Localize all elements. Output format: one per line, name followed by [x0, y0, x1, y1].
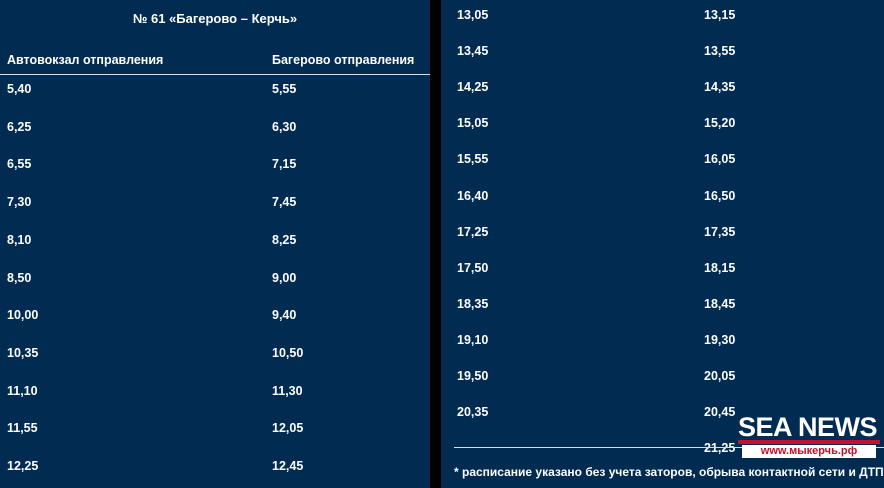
departure-time-from: 17,50	[457, 260, 489, 275]
departure-time-from: 10,00	[7, 308, 39, 323]
departure-time-to: 12,45	[272, 459, 304, 473]
departure-time-to: 13,55	[704, 44, 736, 59]
departure-time-to: 7,15	[272, 157, 297, 172]
departure-time-from: 13,05	[457, 8, 489, 22]
departure-time-to: 20,45	[704, 405, 736, 420]
departure-time-to: 9,00	[272, 270, 297, 285]
departure-time-to: 8,25	[272, 232, 297, 247]
header-divider	[0, 74, 430, 75]
footer-divider	[454, 447, 884, 448]
departure-time-from: 8,10	[7, 232, 32, 247]
departure-time-from: 12,25	[7, 459, 39, 473]
departure-time-from: 19,50	[457, 369, 489, 383]
route-title: № 61 «Багерово – Керчь»	[132, 11, 298, 26]
departure-time-to: 18,15	[704, 260, 736, 275]
departure-time-from: 15,55	[457, 152, 489, 167]
departure-time-to: 16,50	[704, 188, 736, 203]
sea-news-logo: SEA NEWS www.мыкерчь.рф	[738, 412, 880, 464]
departure-time-from: 15,05	[457, 116, 489, 131]
departure-time-from: 6,25	[7, 119, 32, 134]
departure-time-from: 16,40	[457, 188, 489, 203]
left-schedule-panel: № 61 «Багерово – Керчь» Автовокзал отпра…	[0, 0, 430, 488]
departure-time-to: 7,45	[272, 195, 297, 210]
departure-time-from: 18,35	[457, 296, 489, 311]
departure-time-to: 20,05	[704, 369, 736, 383]
departure-time-to: 18,45	[704, 296, 736, 311]
departure-time-from: 17,25	[457, 224, 489, 239]
departure-time-to: 10,50	[272, 345, 304, 360]
departure-time-from: 14,25	[457, 80, 489, 95]
departure-time-from: 8,50	[7, 270, 32, 285]
departure-time-to: 13,15	[704, 8, 736, 22]
departure-time-from: 5,40	[7, 82, 32, 96]
departure-time-to: 21,25	[704, 441, 736, 456]
column-header-bus-station: Автовокзал отправления	[7, 53, 164, 67]
departure-time-to: 12,05	[272, 421, 304, 436]
departure-time-to: 17,35	[704, 224, 736, 239]
logo-url: www.мыкерчь.рф	[742, 445, 876, 458]
departure-time-from: 11,10	[7, 383, 38, 398]
departure-time-to: 6,30	[272, 119, 297, 134]
departure-time-from: 11,55	[7, 421, 38, 436]
departure-time-to: 11,30	[272, 383, 303, 398]
right-schedule-panel: 13,05 13,15 13,45 13,55 14,25 14,35 15,05 15,20…	[441, 0, 884, 488]
departure-time-to: 14,35	[704, 80, 736, 95]
footnote: * расписание указано без учета заторов, …	[454, 465, 884, 479]
departure-time-to: 5,55	[272, 82, 297, 96]
logo-name: SEA NEWS	[738, 412, 878, 442]
departure-time-from: 6,55	[7, 157, 32, 172]
departure-time-to: 19,30	[704, 332, 736, 347]
logo-bar	[738, 440, 880, 444]
departure-time-from: 10,35	[7, 345, 39, 360]
departure-time-from: 20,35	[457, 405, 489, 420]
departure-time-to: 15,20	[704, 116, 736, 131]
departure-time-from: 7,30	[7, 195, 32, 210]
departure-time-to: 9,40	[272, 308, 297, 323]
departure-time-to: 16,05	[704, 152, 736, 167]
departure-time-from: 19,10	[457, 332, 489, 347]
departure-time-from: 13,45	[457, 44, 489, 59]
column-header-bagerovo: Багерово отправления	[272, 53, 415, 67]
